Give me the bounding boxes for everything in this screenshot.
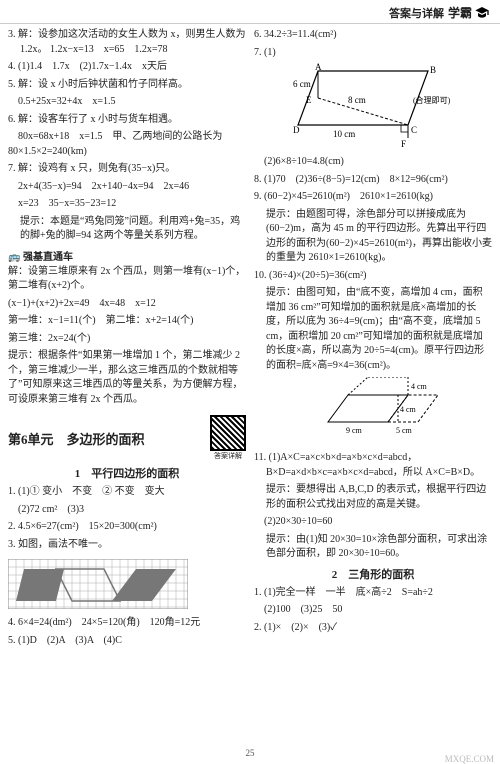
grid-parallelogram-figure (8, 559, 188, 609)
graduation-icon (474, 5, 490, 21)
svg-text:6 cm: 6 cm (293, 79, 311, 89)
parallelogram-abcd-figure: A B C D E F 6 cm 8 cm 10 cm (合理即可) (293, 63, 453, 153)
t2: 2. (1)× (2)× (3)✓ (254, 621, 492, 636)
r9a: 9. (60−2)×45=2610(m²) 2610×1=2610(kg) (254, 190, 492, 205)
svg-text:F: F (401, 139, 406, 149)
r7b: (2)6×8÷10=4.8(cm) (254, 155, 492, 170)
q5b: 0.5+25x=32+4x x=1.5 (8, 95, 246, 110)
s1q5: 5. (1)D (2)A (3)A (4)C (8, 634, 246, 649)
q6b: 80x=68x+18 x=1.5 甲、乙两地间的公路长为 80×1.5×2=24… (8, 130, 246, 159)
svg-text:4 cm: 4 cm (411, 382, 428, 391)
r11c: (2)20×30÷10=60 (254, 515, 492, 530)
svg-text:E: E (306, 95, 312, 105)
s1q3: 3. 如图，画法不唯一。 (8, 538, 246, 553)
r7a: 7. (1) (254, 46, 492, 61)
s1q1b: (2)72 cm² (3)3 (8, 503, 246, 518)
right-column: 6. 34.2÷3=11.4(cm²) 7. (1) A B C D E F 6… (254, 28, 492, 651)
bus-label: 🚌 强基直通车 (8, 248, 246, 263)
page-header: 答案与详解 学霸 (0, 0, 500, 24)
q4: 4. (1)1.4 1.7x (2)1.7x−1.4x x天后 (8, 60, 246, 75)
svg-text:4 cm: 4 cm (400, 405, 417, 414)
q7d: 提示：本题是“鸡兔同笼”问题。利用鸡+兔=35，鸡的脚+兔的脚=94 这两个等量… (8, 215, 246, 244)
svg-text:8 cm: 8 cm (348, 95, 366, 105)
t1: 1. (1)完全一样 一半 底×高÷2 S=ah÷2 (254, 586, 492, 601)
qr-icon (210, 415, 246, 451)
svg-text:A: A (315, 63, 322, 72)
r11b: 提示：要想得出 A,B,C,D 的表示式，根据平行四边形的面积公式找出对应的高是… (254, 483, 492, 512)
s1q1: 1. (1)① 变小 不变 ② 不变 变大 (8, 485, 246, 500)
s1q4: 4. 6×4=24(dm²) 24×5=120(角) 120角=12元 (8, 616, 246, 631)
sub1: 1 平行四边形的面积 (8, 465, 246, 481)
bus-c: 第一堆：x−1=11(个) 第二堆：x+2=14(个) (8, 314, 246, 329)
q7b: 2x+4(35−x)=94 2x+140−4x=94 2x=46 (8, 180, 246, 195)
header-brand: 学霸 (448, 4, 472, 21)
r10b: 提示：由图可知，由“底不变，高增加 4 cm，面积增加 36 cm²”可知增加的… (254, 286, 492, 373)
q6a: 6. 解：设客车行了 x 小时与货车相遇。 (8, 113, 246, 128)
r6: 6. 34.2÷3=11.4(cm²) (254, 28, 492, 43)
q7c: x=23 35−x=35−23=12 (8, 197, 246, 212)
r9b: 提示：由题图可得，涂色部分可以拼接成底为(60−2)m，高为 45 m 的平行四… (254, 208, 492, 266)
bus-b: (x−1)+(x+2)+2x=49 4x=48 x=12 (8, 297, 246, 312)
bus-a: 解：设第三堆原来有 2x 个西瓜，则第一堆有(x−1)个，第二堆有(x+2)个。 (8, 265, 246, 294)
q5a: 5. 解：设 x 小时后钟状菌和竹子同样高。 (8, 78, 246, 93)
svg-text:(合理即可): (合理即可) (413, 95, 451, 105)
svg-text:C: C (411, 125, 417, 135)
left-column: 3. 解：设参加这次活动的女生人数为 x，则男生人数为 1.2x。 1.2x−x… (8, 28, 246, 651)
svg-text:9 cm: 9 cm (346, 426, 363, 435)
qr-label: 答案详解 (210, 451, 246, 461)
svg-text:D: D (293, 125, 300, 135)
parallelogram-dim-figure: 4 cm 4 cm 9 cm 5 cm (308, 377, 438, 447)
bus-d: 第三堆：2x=24(个) (8, 332, 246, 347)
unit-title: 第6单元 多边形的面积 答案详解 (8, 415, 246, 461)
svg-text:10 cm: 10 cm (333, 129, 355, 139)
r10a: 10. (36÷4)×(20÷5)=36(cm²) (254, 269, 492, 284)
sub2: 2 三角形的面积 (254, 566, 492, 582)
q3: 3. 解：设参加这次活动的女生人数为 x，则男生人数为 1.2x。 1.2x−x… (8, 28, 246, 57)
watermark: MXQE.COM (445, 754, 494, 764)
r11a: 11. (1)A×C=a×c×b×d=a×b×c×d=abcd，B×D=a×d×… (254, 451, 492, 480)
svg-text:5 cm: 5 cm (396, 426, 413, 435)
s1q2: 2. 4.5×6=27(cm²) 15×20=300(cm²) (8, 520, 246, 535)
page-number: 25 (0, 748, 500, 758)
svg-text:B: B (430, 65, 436, 75)
r8: 8. (1)70 (2)36÷(8−5)=12(cm) 8×12=96(cm²) (254, 173, 492, 188)
t1b: (2)100 (3)25 50 (254, 603, 492, 618)
unit-text: 第6单元 多边形的面积 (8, 429, 145, 448)
bus-e: 提示：根据条件“如果第一堆增加 1 个，第二堆减少 2 个，第三堆减少一半，那么… (8, 349, 246, 407)
q7a: 7. 解：设鸡有 x 只，则兔有(35−x)只。 (8, 162, 246, 177)
r11d: 提示：由(1)知 20×30=10×涂色部分面积，可求出涂色部分面积，即 20×… (254, 533, 492, 562)
header-title: 答案与详解 (389, 5, 444, 21)
